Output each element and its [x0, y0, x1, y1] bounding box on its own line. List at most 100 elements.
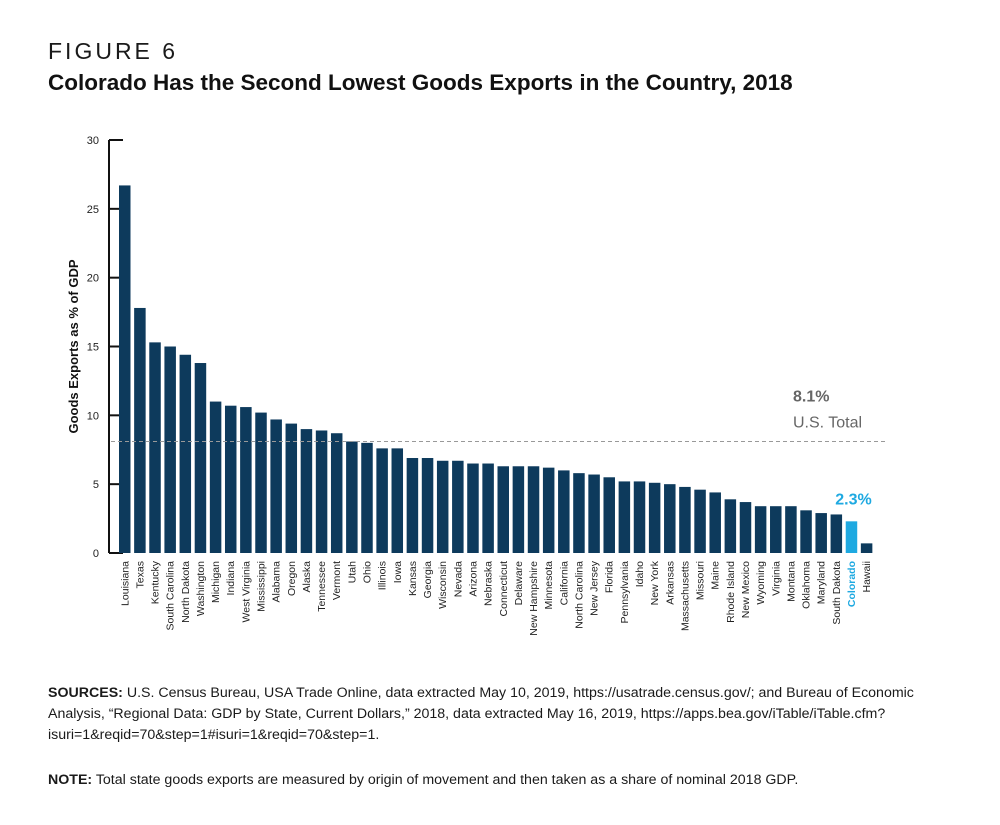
- x-tick-label: Virginia: [770, 561, 782, 596]
- x-tick-label: North Dakota: [180, 561, 192, 623]
- bar-delaware: [512, 466, 525, 553]
- bar-louisiana: [119, 185, 131, 553]
- bar-new-mexico: [739, 502, 752, 553]
- x-tick-label: Ohio: [361, 561, 373, 583]
- bar-arkansas: [664, 484, 676, 553]
- x-tick-label: Montana: [785, 561, 797, 602]
- bar-chart: 0 5 10 15 20 25 30 Goods Exports as % of GDP 2…: [66, 135, 888, 636]
- x-tick-label: Georgia: [422, 561, 434, 599]
- bar-indiana: [224, 405, 237, 553]
- y-axis-label: Goods Exports as % of GDP: [66, 259, 81, 433]
- bar-mississippi: [255, 412, 267, 553]
- sources-text: U.S. Census Bureau, USA Trade Online, da…: [48, 685, 914, 743]
- x-tick-label: Alabama: [271, 561, 283, 603]
- bar-alabama: [270, 419, 282, 553]
- y-tick-label: 0: [93, 548, 99, 560]
- bar-montana: [785, 506, 797, 553]
- x-tick-label: Delaware: [513, 561, 525, 606]
- x-tick-label: Wisconsin: [437, 561, 449, 609]
- bar-colorado: [845, 521, 858, 553]
- x-tick-label: Pennsylvania: [619, 561, 631, 624]
- bar-alaska: [300, 429, 313, 553]
- bar-california: [558, 470, 570, 553]
- x-tick-label: Colorado: [846, 561, 858, 607]
- bar-oregon: [285, 423, 298, 553]
- x-tick-label: Nevada: [452, 561, 464, 597]
- bar-pennsylvania: [618, 481, 631, 553]
- x-tick-label: Louisiana: [119, 561, 131, 606]
- bar-vermont: [330, 433, 343, 553]
- x-tick-label: Utah: [346, 561, 358, 583]
- bar-michigan: [209, 401, 222, 553]
- y-tick-label: 5: [93, 479, 99, 491]
- note-heading: NOTE:: [48, 772, 93, 788]
- x-tick-label: Kansas: [407, 561, 419, 596]
- x-tick-label: Tennessee: [316, 561, 328, 612]
- x-tick-label: Connecticut: [498, 561, 510, 617]
- x-tick-label: Hawaii: [861, 561, 873, 593]
- x-tick-label: Arkansas: [664, 561, 676, 605]
- highlight-value-label: 2.3%: [835, 491, 871, 508]
- bar-tennessee: [315, 430, 328, 553]
- bar-arizona: [467, 463, 479, 553]
- bars: 2.3%: [119, 185, 873, 553]
- x-tick-label: Michigan: [210, 561, 222, 603]
- sources-heading: SOURCES:: [48, 685, 123, 701]
- x-tick-label: New Mexico: [740, 561, 752, 618]
- bar-new-hampshire: [527, 466, 540, 553]
- x-tick-label: Maryland: [816, 561, 828, 604]
- bar-illinois: [376, 448, 388, 553]
- figure-title: Colorado Has the Second Lowest Goods Exp…: [48, 70, 793, 95]
- x-tick-label: Alaska: [301, 561, 313, 593]
- x-tick-label: Oklahoma: [801, 561, 813, 609]
- bar-hawaii: [860, 543, 873, 553]
- bar-south-carolina: [164, 346, 176, 553]
- y-tick-label: 15: [87, 342, 99, 354]
- bar-missouri: [694, 489, 706, 553]
- x-tick-label: Rhode Island: [725, 561, 737, 623]
- x-tick-label: Oregon: [286, 561, 298, 596]
- bar-washington: [194, 363, 207, 553]
- x-tick-label: Iowa: [392, 561, 404, 583]
- x-tick-label: Wyoming: [755, 561, 767, 605]
- bar-massachusetts: [679, 486, 691, 553]
- x-tick-label: Minnesota: [543, 561, 555, 610]
- bar-texas: [134, 307, 146, 553]
- y-tick-label: 10: [87, 410, 99, 422]
- bar-kentucky: [149, 342, 161, 553]
- bar-wyoming: [754, 506, 767, 553]
- bar-minnesota: [542, 467, 555, 553]
- bar-nevada: [452, 460, 464, 553]
- x-tick-label: Missouri: [695, 561, 707, 600]
- figure-label: FIGURE 6: [48, 38, 179, 64]
- y-tick-label: 20: [87, 273, 99, 285]
- bar-iowa: [391, 448, 404, 553]
- x-tick-label: Mississippi: [256, 561, 268, 612]
- x-tick-label: Illinois: [377, 561, 389, 590]
- y-tick-label: 30: [87, 135, 99, 147]
- bar-maine: [709, 492, 721, 553]
- method-note: NOTE: Total state goods exports are meas…: [48, 770, 958, 791]
- x-tick-label: Vermont: [331, 561, 343, 600]
- bar-virginia: [770, 506, 782, 553]
- bar-florida: [603, 477, 615, 553]
- x-tick-label: Kentucky: [150, 560, 162, 604]
- x-tick-label: North Carolina: [573, 561, 585, 629]
- bar-ohio: [361, 442, 373, 553]
- x-tick-label: New Jersey: [589, 560, 601, 616]
- x-tick-label: Nebraska: [483, 561, 495, 606]
- x-tick-label: West Virginia: [240, 561, 252, 623]
- x-tick-label: New Hampshire: [528, 561, 540, 636]
- bar-utah: [346, 441, 358, 553]
- x-tick-label: South Carolina: [165, 561, 177, 631]
- x-tick-labels: Louisiana Texas Kentucky South Carolina Nort…: [119, 560, 873, 635]
- reference-sublabel: U.S. Total: [793, 414, 862, 431]
- bar-kansas: [406, 458, 419, 553]
- x-tick-label: Indiana: [225, 561, 237, 596]
- bar-oklahoma: [800, 510, 812, 553]
- bar-nebraska: [482, 463, 494, 553]
- bar-new-jersey: [588, 474, 600, 553]
- sources-note: SOURCES: U.S. Census Bureau, USA Trade O…: [48, 683, 958, 746]
- x-tick-label: New York: [649, 560, 661, 605]
- bar-west-virginia: [240, 407, 252, 553]
